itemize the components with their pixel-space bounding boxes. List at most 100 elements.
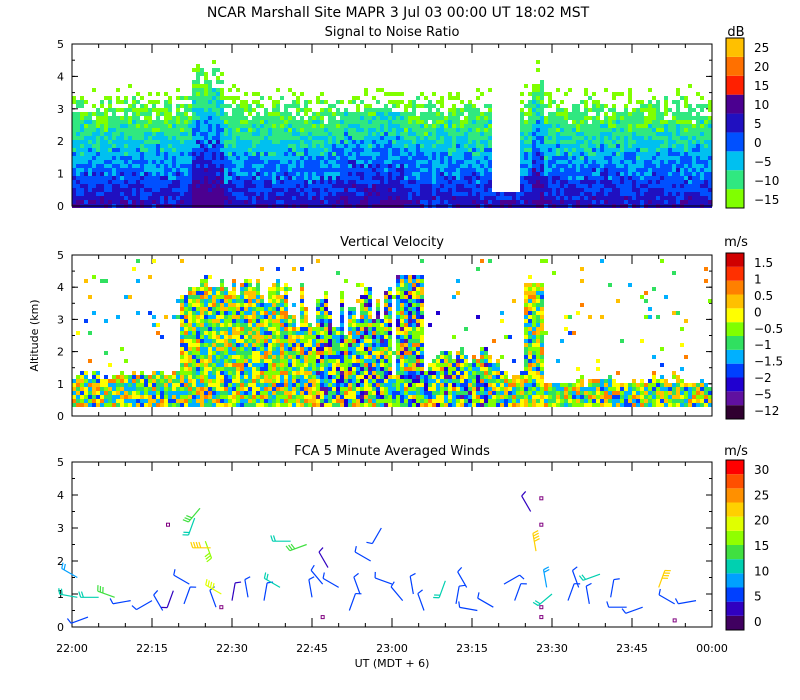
snr-cell [708,120,712,124]
vv-cell [204,367,208,371]
snr-cell [616,128,620,132]
snr-cell [208,168,212,172]
snr-cell [324,160,328,164]
snr-cell [296,112,300,116]
snr-cell [404,144,408,148]
snr-cell [440,188,444,192]
snr-cell [328,164,332,168]
snr-cell [408,152,412,156]
snr-cell [132,100,136,104]
snr-cell [532,188,536,192]
snr-cell [260,184,264,188]
snr-cell [612,132,616,136]
snr-cell [148,192,152,196]
snr-cell [664,108,668,112]
snr-cell [692,184,696,188]
snr-cell [272,140,276,144]
vv-cell [212,303,216,307]
snr-cell [480,184,484,188]
vv-cell [220,395,224,399]
snr-cell [556,160,560,164]
snr-cell [376,152,380,156]
snr-cell [72,180,76,184]
vv-cell [160,391,164,395]
snr-cell [108,196,112,200]
snr-cell [104,164,108,168]
snr-cell [180,176,184,180]
vv-cell [216,347,220,351]
snr-cell [204,124,208,128]
snr-cell [644,152,648,156]
snr-cell [292,164,296,168]
snr-cell [560,136,564,140]
snr-cell [108,192,112,196]
vv-cell [228,343,232,347]
snr-cell [484,172,488,176]
snr-cell [240,196,244,200]
snr-cell [600,136,604,140]
y-tick-label: 5 [57,249,64,262]
snr-cell [316,120,320,124]
vv-cell [80,379,84,383]
snr-cell [276,172,280,176]
snr-cell [316,196,320,200]
snr-cell [372,136,376,140]
snr-cell [580,120,584,124]
snr-cell [408,136,412,140]
vv-cell [224,371,228,375]
snr-cell [436,112,440,116]
snr-cell [596,152,600,156]
snr-cell [632,156,636,160]
vv-cell [108,395,112,399]
vv-cell [228,295,232,299]
vv-cell [216,327,220,331]
snr-cell [416,140,420,144]
vv-cell [140,383,144,387]
snr-cell [532,112,536,116]
snr-cell [352,172,356,176]
snr-cell [92,112,96,116]
vv-cell [212,355,216,359]
snr-cell [88,168,92,172]
snr-cell [596,124,600,128]
snr-cell [392,196,396,200]
snr-cell [556,124,560,128]
vv-cell [196,375,200,379]
snr-cell [704,104,708,108]
snr-cell [76,128,80,132]
snr-cell [576,180,580,184]
snr-cell [172,156,176,160]
snr-cell [420,132,424,136]
vv-cell [180,395,184,399]
snr-cell [296,108,300,112]
snr-cell [220,80,224,84]
snr-cell [700,104,704,108]
snr-cell [220,192,224,196]
snr-cell [236,136,240,140]
snr-cell [176,112,180,116]
snr-cell [408,120,412,124]
vv-cell [128,375,132,379]
snr-cell [124,132,128,136]
snr-cell [140,196,144,200]
snr-cell [628,112,632,116]
snr-cell [376,156,380,160]
snr-cell [648,128,652,132]
snr-cell [80,132,84,136]
vv-cell [216,375,220,379]
snr-cell [176,128,180,132]
snr-cell [76,124,80,128]
snr-cell [708,124,712,128]
snr-cell [80,160,84,164]
snr-cell [92,88,96,92]
snr-cell [312,140,316,144]
snr-cell [456,148,460,152]
snr-cell [280,152,284,156]
vv-cell [180,363,184,367]
snr-cell [428,156,432,160]
snr-cell [488,120,492,124]
snr-cell [212,176,216,180]
snr-cell [368,180,372,184]
snr-cell [100,188,104,192]
snr-cell [224,196,228,200]
